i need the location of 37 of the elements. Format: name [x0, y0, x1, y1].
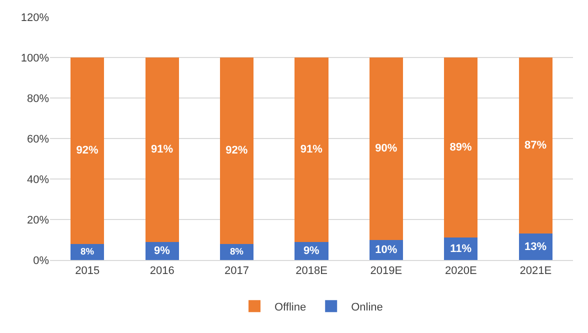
data-label: 8% [230, 246, 244, 256]
y-tick-label: 0% [33, 254, 50, 267]
x-tick-label: 2016 [150, 265, 174, 278]
bar [70, 58, 104, 244]
y-tick-label: 120% [20, 12, 50, 24]
x-tick-label: 2017 [224, 265, 250, 278]
legend-label: Offline [274, 301, 306, 314]
bar [220, 58, 254, 244]
x-tick-label: 2020E [445, 265, 477, 278]
data-label: 11% [450, 242, 472, 255]
bar [294, 58, 328, 242]
bar [518, 58, 552, 234]
data-label: 92% [226, 144, 248, 157]
x-tick-label: 2021E [520, 265, 552, 278]
x-tick-label: 2015 [75, 265, 100, 278]
y-tick-label: 100% [20, 52, 50, 64]
y-tick-label: 40% [26, 174, 50, 186]
data-label: 9% [303, 244, 320, 257]
bar [444, 58, 478, 238]
data-label: 92% [76, 144, 98, 157]
data-label: 91% [150, 144, 174, 156]
legend-label: Online [351, 301, 383, 314]
x-tick-label: 2019E [370, 265, 402, 278]
data-label: 8% [80, 246, 95, 256]
y-tick-label: 20% [26, 214, 50, 226]
data-label: 87% [524, 140, 547, 152]
y-tick-label: 80% [26, 92, 50, 105]
data-label: 9% [154, 244, 170, 257]
bar [369, 58, 404, 240]
data-label: 90% [375, 142, 398, 155]
x-tick-label: 2018E [296, 265, 328, 278]
data-label: 89% [450, 142, 472, 154]
y-tick-label: 60% [26, 133, 50, 146]
bar [145, 58, 179, 242]
data-label: 13% [524, 240, 547, 253]
data-label: 10% [375, 244, 398, 256]
data-label: 91% [300, 144, 323, 156]
